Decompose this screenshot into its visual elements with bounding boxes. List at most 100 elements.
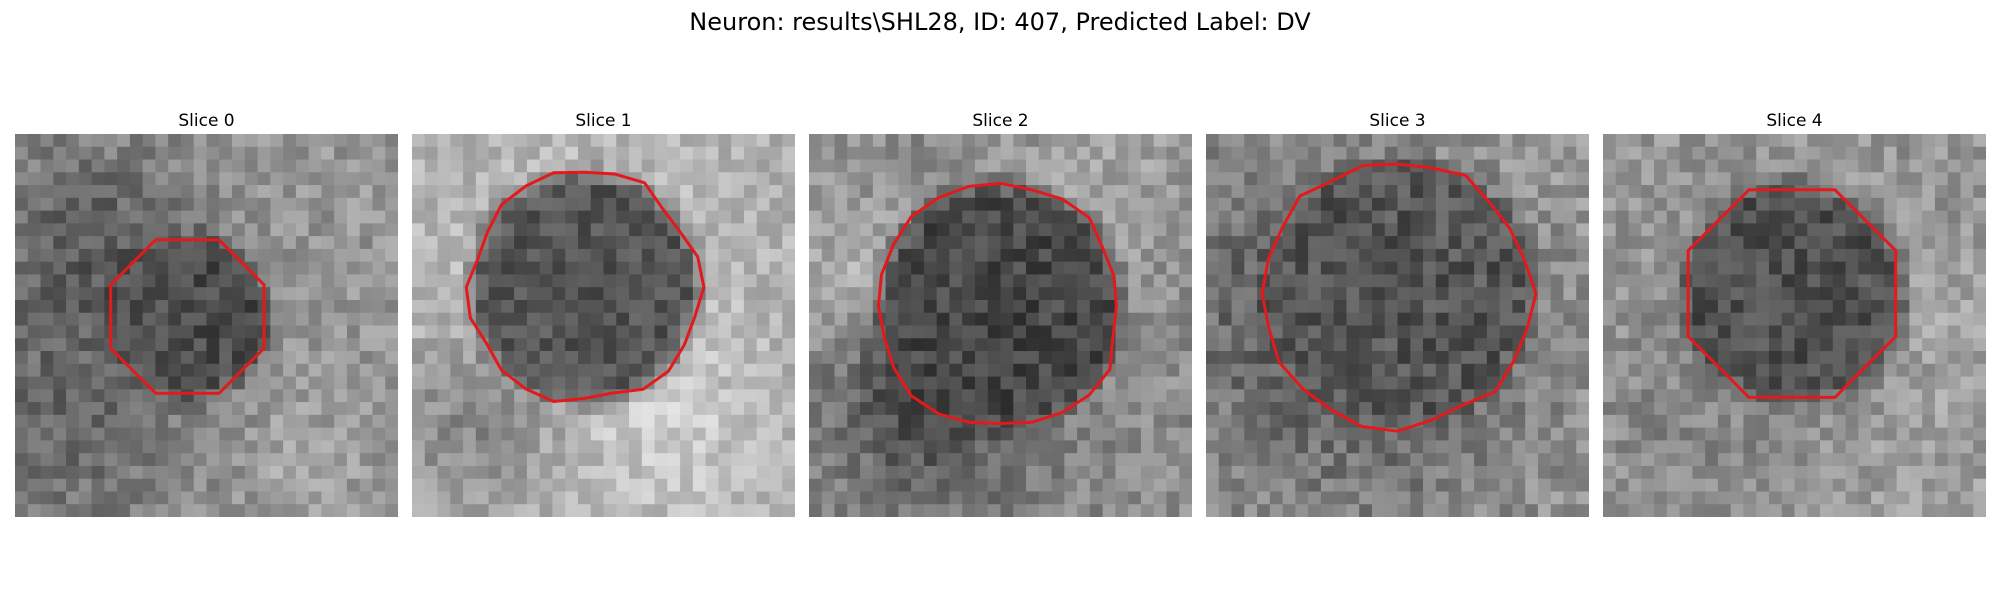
- image-pixel: [437, 312, 451, 327]
- image-pixel: [1000, 236, 1014, 250]
- image-pixel: [1026, 363, 1040, 378]
- image-pixel: [1679, 299, 1693, 314]
- image-pixel: [1384, 453, 1399, 467]
- image-pixel: [705, 299, 719, 314]
- image-pixel: [1730, 325, 1745, 339]
- image-pixel: [1000, 146, 1014, 161]
- image-pixel: [412, 223, 426, 237]
- image-pixel: [872, 402, 887, 416]
- image-pixel: [66, 440, 80, 454]
- image-pixel: [53, 427, 67, 441]
- image-pixel: [1845, 299, 1859, 314]
- image-pixel: [1410, 376, 1424, 390]
- image-pixel: [577, 172, 592, 186]
- image-pixel: [232, 465, 246, 480]
- image-pixel: [1115, 491, 1129, 505]
- image-pixel: [782, 134, 795, 148]
- image-pixel: [885, 210, 899, 224]
- image-pixel: [78, 453, 93, 467]
- image-pixel: [603, 478, 617, 493]
- image-pixel: [321, 248, 335, 263]
- image-pixel: [1883, 478, 1898, 493]
- image-pixel: [590, 363, 605, 378]
- image-pixel: [15, 453, 29, 467]
- image-pixel: [1807, 287, 1821, 301]
- image-pixel: [1461, 453, 1475, 467]
- image-pixel: [1960, 402, 1974, 416]
- image-pixel: [15, 504, 29, 517]
- image-pixel: [1615, 274, 1630, 288]
- image-pixel: [463, 453, 477, 467]
- image-pixel: [1705, 414, 1719, 429]
- slice-title: Slice 2: [972, 111, 1029, 131]
- image-pixel: [552, 299, 566, 314]
- image-pixel: [769, 338, 783, 352]
- image-pixel: [923, 134, 938, 148]
- image-pixel: [1807, 134, 1821, 148]
- image-pixel: [475, 389, 490, 403]
- image-pixel: [1333, 465, 1348, 480]
- image-pixel: [437, 172, 451, 186]
- image-pixel: [257, 274, 271, 288]
- image-pixel: [1269, 159, 1284, 173]
- image-pixel: [1384, 325, 1399, 339]
- image-pixel: [1346, 236, 1360, 250]
- image-pixel: [1692, 504, 1706, 517]
- image-pixel: [1499, 274, 1513, 288]
- image-pixel: [1896, 491, 1910, 505]
- image-pixel: [437, 325, 451, 339]
- image-pixel: [1244, 159, 1258, 173]
- image-pixel: [1423, 197, 1437, 212]
- image-pixel: [1153, 172, 1168, 186]
- image-pixel: [27, 159, 42, 173]
- image-pixel: [552, 325, 566, 339]
- image-pixel: [936, 312, 951, 327]
- image-pixel: [577, 338, 592, 352]
- image-pixel: [283, 465, 297, 480]
- image-pixel: [731, 236, 745, 250]
- image-pixel: [616, 453, 630, 467]
- image-pixel: [155, 351, 169, 365]
- image-pixel: [129, 453, 144, 467]
- image-pixel: [667, 197, 681, 212]
- image-pixel: [1832, 248, 1847, 263]
- image-pixel: [1692, 197, 1706, 212]
- image-pixel: [1525, 146, 1539, 161]
- image-pixel: [1461, 427, 1475, 441]
- image-pixel: [117, 338, 131, 352]
- image-pixel: [809, 185, 823, 199]
- image-pixel: [91, 159, 105, 173]
- image-pixel: [1448, 274, 1462, 288]
- image-pixel: [1410, 185, 1424, 199]
- image-pixel: [1257, 159, 1271, 173]
- image-pixel: [412, 453, 426, 467]
- image-pixel: [308, 351, 322, 365]
- image-pixel: [334, 236, 348, 250]
- image-pixel: [1756, 325, 1770, 339]
- image-pixel: [1768, 504, 1783, 517]
- image-pixel: [66, 197, 80, 212]
- image-pixel: [270, 325, 284, 339]
- image-pixel: [180, 223, 195, 237]
- image-pixel: [603, 325, 617, 339]
- image-pixel: [1832, 274, 1847, 288]
- image-pixel: [834, 274, 848, 288]
- image-pixel: [1051, 363, 1065, 378]
- image-pixel: [987, 414, 1002, 429]
- image-pixel: [987, 236, 1002, 250]
- image-pixel: [412, 465, 426, 480]
- image-pixel: [1845, 491, 1859, 505]
- image-pixel: [526, 338, 541, 352]
- image-pixel: [1705, 248, 1719, 263]
- image-pixel: [782, 299, 795, 314]
- image-pixel: [1909, 185, 1923, 199]
- image-pixel: [1845, 414, 1859, 429]
- image-pixel: [1231, 440, 1245, 454]
- image-pixel: [782, 274, 795, 288]
- image-pixel: [577, 465, 592, 480]
- image-pixel: [1499, 402, 1513, 416]
- image-pixel: [911, 261, 925, 276]
- image-pixel: [1717, 248, 1732, 263]
- image-pixel: [1064, 274, 1078, 288]
- image-pixel: [1550, 274, 1565, 288]
